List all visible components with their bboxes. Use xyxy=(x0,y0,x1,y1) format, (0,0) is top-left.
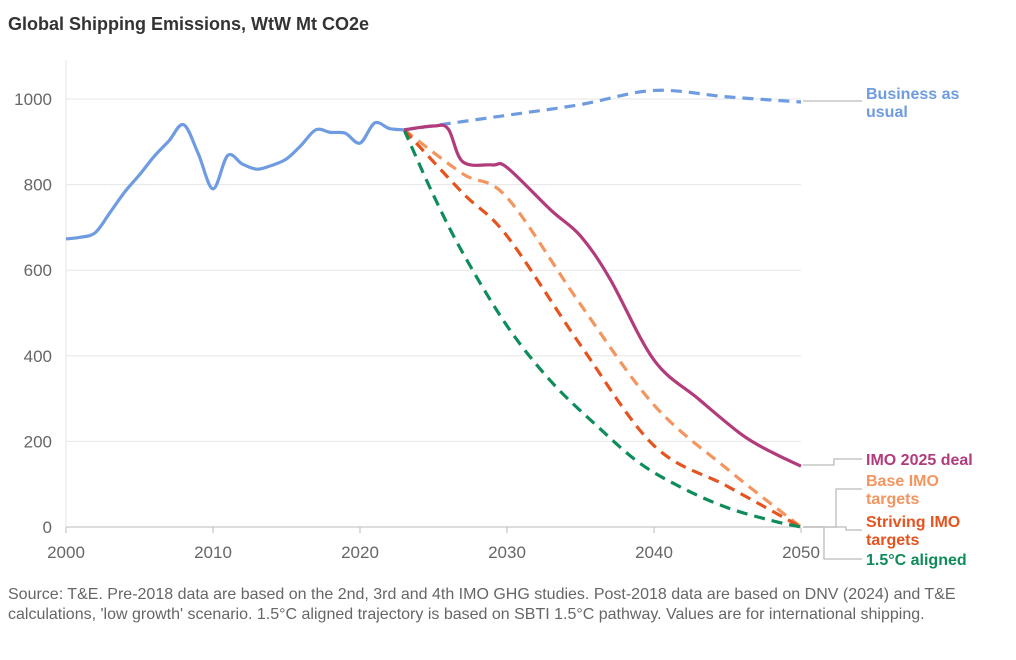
label-line: Base IMO xyxy=(866,473,939,490)
y-tick-label: 200 xyxy=(24,432,52,451)
label-line: usual xyxy=(866,104,908,121)
y-tick-label: 400 xyxy=(24,347,52,366)
y-tick-label: 800 xyxy=(24,176,52,195)
x-tick-label: 2020 xyxy=(341,543,379,562)
label-line: 1.5°C aligned xyxy=(866,552,967,569)
series-line-imo-2025-deal xyxy=(403,123,802,468)
label-line: targets xyxy=(866,532,919,549)
label-striving-imo-targets: Striving IMO targets xyxy=(866,514,960,549)
y-tick-label: 1000 xyxy=(14,90,52,109)
x-axis-ticks: 2000 2010 2020 2030 2040 2050 xyxy=(47,527,820,562)
label-line: Striving IMO xyxy=(866,514,960,531)
source-note: Source: T&E. Pre-2018 data are based on … xyxy=(8,586,956,623)
y-tick-label: 0 xyxy=(43,518,52,537)
label-business-as-usual: Business as usual xyxy=(866,86,959,121)
series-line-striving-imo-targets xyxy=(402,128,802,529)
x-tick-label: 2010 xyxy=(194,543,232,562)
label-line: targets xyxy=(866,491,919,508)
leader-base-imo-targets xyxy=(803,488,862,528)
x-tick-label: 2000 xyxy=(47,543,85,562)
y-tick-label: 600 xyxy=(24,261,52,280)
label-base-imo-targets: Base IMO targets xyxy=(866,473,939,508)
leader-1-5-c-aligned xyxy=(803,526,862,560)
leader-imo-2025-deal xyxy=(803,458,862,466)
series-line-historical xyxy=(65,120,405,241)
series-line-1-5-c-aligned xyxy=(402,129,802,529)
series-lines xyxy=(65,88,802,529)
series-line-base-imo-targets xyxy=(403,128,802,529)
label-line: IMO 2025 deal xyxy=(866,452,973,469)
label-leaders xyxy=(803,100,862,560)
label-1-5-c-aligned: 1.5°C aligned xyxy=(866,552,967,569)
chart-title: Global Shipping Emissions, WtW Mt CO2e xyxy=(8,14,370,34)
label-imo-2025-deal: IMO 2025 deal xyxy=(866,452,973,469)
x-tick-label: 2050 xyxy=(782,543,820,562)
series-line-business-as-usual xyxy=(403,88,802,132)
grid xyxy=(65,60,801,528)
x-tick-label: 2040 xyxy=(635,543,673,562)
x-tick-label: 2030 xyxy=(488,543,526,562)
y-axis-ticks: 0 200 400 600 800 1000 xyxy=(14,90,52,537)
label-line: Business as xyxy=(866,86,959,103)
